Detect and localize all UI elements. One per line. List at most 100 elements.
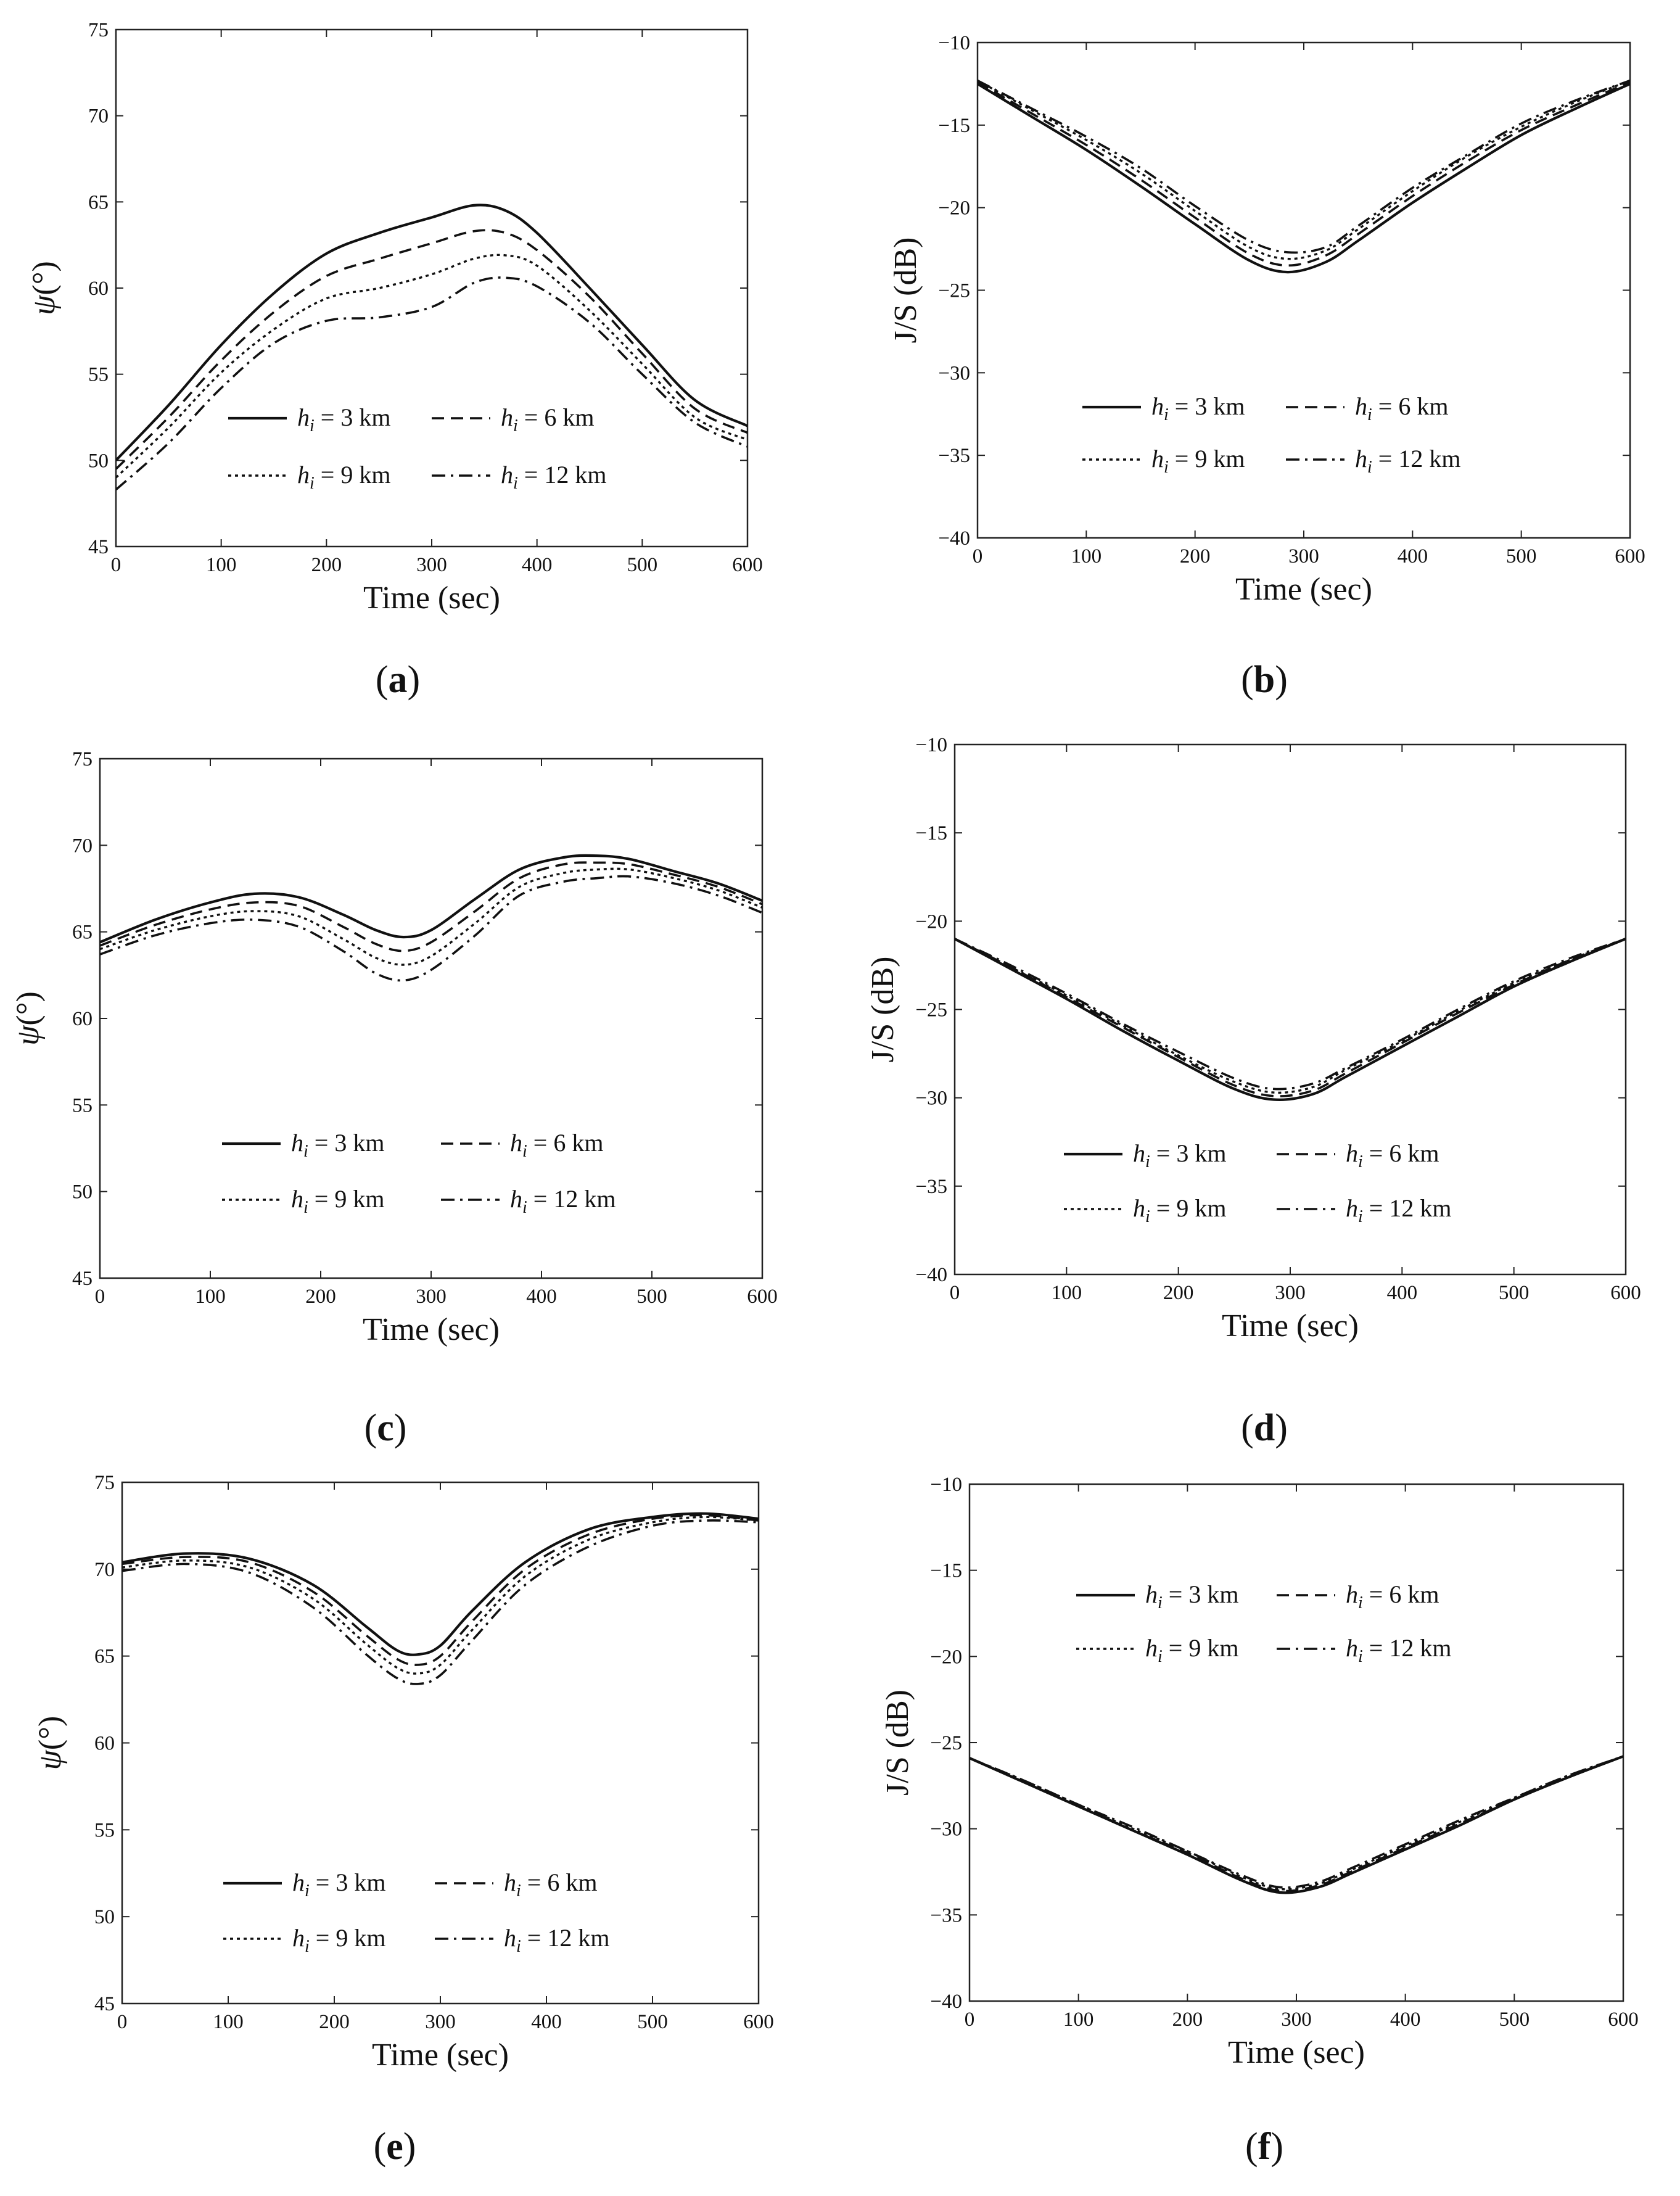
caption-close-paren: )	[1275, 659, 1288, 701]
y-tick-label: −15	[938, 115, 970, 137]
x-tick-label: 100	[213, 2011, 244, 2033]
y-axis-label: J/S (dB)	[880, 1690, 915, 1796]
caption-letter: b	[1254, 659, 1275, 701]
y-tick-label: 70	[88, 105, 109, 128]
caption-open-paren: (	[374, 2126, 387, 2168]
legend-entry: hi = 3 km	[291, 1129, 384, 1161]
y-tick-label: −25	[915, 999, 947, 1022]
x-tick-label: 200	[311, 554, 342, 576]
legend-text: = 3 km	[1169, 392, 1245, 420]
x-tick-label: 400	[526, 1286, 557, 1308]
legend-text: = 9 km	[315, 461, 391, 489]
legend-entry: hi = 6 km	[1355, 392, 1448, 424]
caption-close-paren: )	[1270, 2126, 1283, 2168]
x-tick-label: 400	[531, 2011, 562, 2033]
legend-symbol: h	[1346, 1634, 1358, 1662]
legend-subscript: i	[1145, 1207, 1150, 1226]
x-tick-label: 600	[1608, 2008, 1639, 2031]
legend-symbol: h	[1145, 1634, 1158, 1662]
x-tick-label: 100	[206, 554, 237, 576]
x-axis-label: Time (sec)	[1235, 572, 1372, 607]
legend-text: = 6 km	[1372, 392, 1449, 420]
legend-entry: hi = 6 km	[1346, 1139, 1439, 1171]
x-tick-label: 500	[627, 554, 658, 576]
legend-symbol: h	[1133, 1139, 1145, 1167]
chart-d: 0 100 200 300 400 500 600 −40 −35 −30 −25 −20 −15 −10…	[865, 734, 1641, 1449]
y-tick-label: 60	[72, 1008, 93, 1030]
legend-symbol: h	[291, 1129, 303, 1157]
panel-caption: (e)	[374, 2126, 416, 2168]
x-tick-label: 200	[319, 2011, 350, 2033]
legend-entry: hi = 3 km	[292, 1868, 385, 1901]
y-tick-label: −35	[915, 1176, 947, 1198]
series-line-e-3	[122, 1516, 759, 1675]
legend-symbol: h	[1151, 445, 1164, 473]
legend-entry: hi = 6 km	[501, 403, 594, 435]
legend-entry: hi = 3 km	[1145, 1580, 1238, 1612]
x-axis-label: Time (sec)	[363, 580, 500, 616]
x-axis-label: Time (sec)	[363, 1312, 500, 1347]
chart-a: 0 100 200 300 400 500 600 45 50 55 60 65 70 75 Time (s…	[27, 19, 763, 701]
y-axis-label: J/S (dB)	[865, 957, 900, 1063]
caption-open-paren: (	[364, 1407, 377, 1449]
caption-open-paren: (	[376, 659, 389, 701]
chart-b: 0 100 200 300 400 500 600 −40 −35 −30 −25 −20 −15 −10…	[888, 32, 1645, 701]
legend-entry: hi = 3 km	[1151, 392, 1245, 424]
x-axis-label: Time (sec)	[372, 2037, 509, 2073]
x-tick-label: 300	[1281, 2008, 1312, 2031]
caption-open-paren: (	[1241, 659, 1254, 701]
panel-caption: (c)	[364, 1407, 407, 1449]
y-tick-label: −15	[915, 822, 947, 844]
y-tick-label: −30	[915, 1088, 947, 1110]
y-tick-label: 75	[94, 1472, 115, 1494]
y-tick-label: −10	[938, 32, 970, 54]
legend-entry: hi = 9 km	[1145, 1634, 1238, 1666]
legend-text: = 6 km	[527, 1129, 604, 1157]
series-line-e-2	[122, 1514, 759, 1666]
legend-text: = 9 km	[1163, 1634, 1239, 1662]
chart-c: 0 100 200 300 400 500 600 45 50 55 60 65 70 75 Time (s…	[10, 748, 778, 1449]
x-tick-label: 300	[416, 1286, 447, 1308]
y-tick-label: −30	[938, 362, 970, 384]
y-tick-label: 70	[72, 835, 93, 857]
series-line-d-3	[955, 938, 1626, 1094]
x-axis-label: Time (sec)	[1222, 1308, 1359, 1344]
series-line-b-2	[978, 81, 1630, 267]
legend-entry: hi = 9 km	[1133, 1194, 1226, 1226]
legend-text: = 6 km	[518, 403, 595, 431]
y-axis-label: ψ(°)	[27, 261, 62, 315]
series-line-a-4	[116, 276, 747, 491]
legend-symbol: h	[1355, 445, 1367, 473]
y-tick-label: −40	[930, 1991, 962, 2013]
y-tick-label: 65	[88, 191, 109, 213]
series-line-c-2	[100, 861, 762, 952]
panel-caption: (a)	[376, 659, 420, 701]
legend-subscript: i	[513, 474, 518, 493]
y-tick-label: 75	[88, 19, 109, 41]
series-line-c-4	[100, 875, 762, 982]
y-tick-label: 55	[88, 364, 109, 386]
legend-subscript: i	[305, 1937, 310, 1956]
x-tick-label: 600	[743, 2011, 774, 2033]
caption-close-paren: )	[403, 2126, 416, 2168]
series-line-b-1	[978, 82, 1630, 274]
legend-subscript: i	[513, 416, 518, 435]
y-tick-label: −10	[915, 734, 947, 756]
caption-open-paren: (	[1241, 1407, 1254, 1449]
plot-frame	[115, 28, 749, 548]
y-tick-label: 65	[94, 1646, 115, 1668]
legend-subscript: i	[522, 1142, 527, 1161]
y-tick-label: −20	[938, 197, 970, 220]
x-tick-label: 500	[1506, 545, 1537, 568]
x-tick-label: 300	[416, 554, 447, 576]
legend-subscript: i	[1367, 405, 1372, 424]
legend-symbol: h	[504, 1868, 516, 1896]
y-tick-label: −25	[938, 280, 970, 302]
y-tick-label: 55	[72, 1094, 93, 1117]
series-line-d-4	[955, 938, 1626, 1091]
legend-text: = 12 km	[1363, 1634, 1452, 1662]
series-line-a-1	[116, 204, 747, 461]
legend-text: = 3 km	[1150, 1139, 1227, 1167]
legend-subscript: i	[1164, 405, 1169, 424]
legend-text: = 3 km	[1163, 1580, 1239, 1608]
